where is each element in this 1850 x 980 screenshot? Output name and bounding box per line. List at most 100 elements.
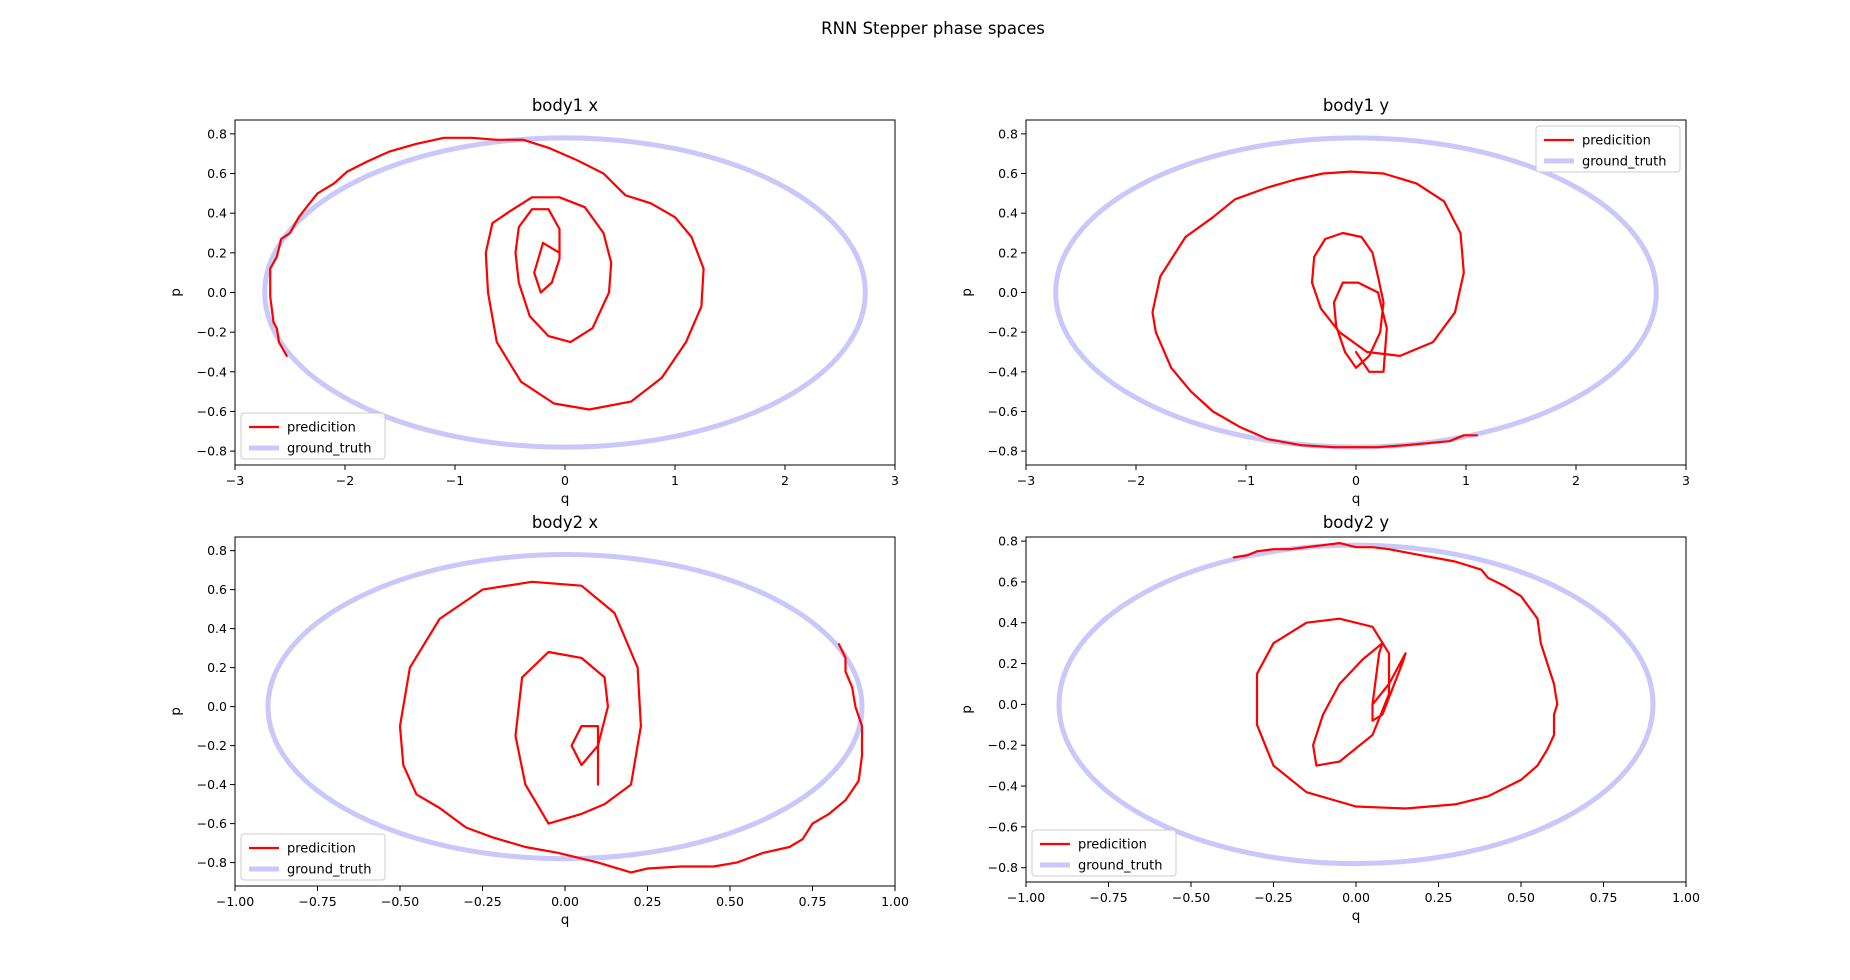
legend-label-ground-truth: ground_truth: [287, 863, 372, 878]
legend-label-ground-truth: ground_truth: [1078, 859, 1163, 874]
y-tick-label: 0.0: [207, 285, 227, 300]
legend: predicition ground_truth: [240, 412, 386, 460]
x-axis-label: q: [1352, 908, 1361, 924]
y-tick-label: −0.8: [197, 444, 227, 459]
y-tick-label: −0.4: [988, 364, 1018, 379]
x-tick-label: 2: [1572, 473, 1580, 488]
x-tick-label: −1.00: [216, 894, 254, 909]
y-tick-label: 0.2: [998, 656, 1018, 671]
plot-area: [1056, 541, 1656, 867]
y-tick-label: −0.2: [197, 325, 227, 340]
x-tick-label: −2: [1127, 473, 1145, 488]
figure-title: RNN Stepper phase spaces: [821, 19, 1045, 38]
y-tick-label: 0.6: [207, 166, 227, 181]
x-tick-label: 0.75: [799, 894, 827, 909]
y-tick-label: 0.8: [998, 534, 1018, 549]
y-tick-label: −0.8: [988, 444, 1018, 459]
subplot-4: −1.00 −0.75 −0.50 −0.25 0.00 0.25 0.50 0.75 1.00…: [959, 513, 1700, 924]
y-tick-label: −0.4: [988, 779, 1018, 794]
legend-label-ground-truth: ground_truth: [287, 442, 372, 457]
x-tick-label: −0.25: [1254, 890, 1292, 905]
y-tick-label: 0.4: [207, 206, 227, 221]
x-tick-label: 1.00: [1672, 890, 1700, 905]
y-tick-label: −0.4: [197, 777, 227, 792]
x-tick-label: −0.50: [1172, 890, 1210, 905]
y-tick-label: 0.8: [998, 126, 1018, 141]
subplot-title: body1 x: [532, 96, 599, 115]
y-axis-label: p: [959, 705, 975, 714]
y-tick-label: 0.2: [207, 245, 227, 260]
subplot-1: −3 −2 −1 0 1 2 3 −0.8 −0.6 −0.4 −0.2 0.0 0.2 0.4 0.6 0.…: [168, 96, 899, 507]
x-tick-label: 0: [561, 473, 569, 488]
legend-label-prediction: predicition: [1582, 134, 1651, 149]
prediction-line: [1151, 170, 1479, 449]
y-tick-label: 0.0: [998, 697, 1018, 712]
x-tick-label: 0.25: [634, 894, 662, 909]
y-tick-label: 0.2: [207, 660, 227, 675]
y-tick-label: 0.4: [998, 615, 1018, 630]
plot-area: [265, 552, 865, 874]
x-axis-label: q: [561, 912, 570, 928]
ground-truth-line: [262, 135, 868, 450]
y-tick-label: −0.8: [988, 860, 1018, 875]
x-tick-label: 1.00: [881, 894, 909, 909]
y-tick-label: −0.6: [197, 404, 227, 419]
prediction-line: [1232, 541, 1559, 810]
y-tick-label: 0.6: [998, 166, 1018, 181]
x-axis-label: q: [561, 491, 570, 507]
y-tick-label: −0.6: [988, 404, 1018, 419]
x-tick-label: −3: [1017, 473, 1035, 488]
subplot-title: body2 y: [1323, 513, 1390, 532]
y-tick-label: −0.4: [197, 364, 227, 379]
legend-label-prediction: predicition: [287, 842, 356, 857]
y-tick-label: 0.4: [207, 621, 227, 636]
y-axis-label: p: [168, 288, 184, 297]
x-axis-label: q: [1352, 491, 1361, 507]
x-tick-label: 0.25: [1425, 890, 1453, 905]
y-tick-label: 0.8: [207, 543, 227, 558]
y-tick-label: −0.8: [197, 855, 227, 870]
prediction-line: [269, 136, 705, 411]
legend-label-ground-truth: ground_truth: [1582, 155, 1667, 170]
x-tick-label: 3: [1682, 473, 1690, 488]
y-tick-label: 0.8: [207, 126, 227, 141]
x-tick-label: 0.75: [1590, 890, 1618, 905]
plot-area: [1053, 135, 1659, 450]
prediction-line: [398, 580, 864, 874]
x-tick-label: −0.75: [1089, 890, 1127, 905]
y-tick-label: 0.0: [998, 285, 1018, 300]
ground-truth-line: [1056, 542, 1656, 867]
y-axis-label: p: [168, 707, 184, 716]
y-tick-label: 0.4: [998, 206, 1018, 221]
y-tick-label: −0.2: [988, 738, 1018, 753]
x-tick-label: −3: [226, 473, 244, 488]
x-tick-label: 0: [1352, 473, 1360, 488]
legend: predicition ground_truth: [240, 833, 386, 881]
y-tick-label: −0.6: [988, 819, 1018, 834]
subplot-3: −1.00 −0.75 −0.50 −0.25 0.00 0.25 0.50 0.75 1.00…: [168, 513, 909, 928]
legend: predicition ground_truth: [1535, 125, 1681, 173]
x-tick-label: −0.50: [381, 894, 419, 909]
y-tick-label: 0.0: [207, 699, 227, 714]
subplot-title: body1 y: [1323, 96, 1390, 115]
subplot-title: body2 x: [532, 513, 599, 532]
y-tick-label: 0.2: [998, 245, 1018, 260]
x-tick-label: 0.00: [1342, 890, 1370, 905]
y-tick-label: 0.6: [207, 582, 227, 597]
x-tick-label: 0.00: [551, 894, 579, 909]
plot-area: [262, 135, 868, 450]
x-tick-label: −2: [336, 473, 354, 488]
subplot-grid: −3 −2 −1 0 1 2 3 −0.8 −0.6 −0.4 −0.2 0.0 0.2 0.4 0.6 0.…: [168, 96, 1700, 928]
y-tick-label: −0.6: [197, 816, 227, 831]
x-tick-label: −1: [1237, 473, 1255, 488]
x-tick-label: −0.75: [298, 894, 336, 909]
legend-label-prediction: predicition: [287, 421, 356, 436]
x-tick-label: 0.50: [1507, 890, 1535, 905]
x-tick-label: 3: [891, 473, 899, 488]
y-tick-label: 0.6: [998, 574, 1018, 589]
y-axis-label: p: [959, 288, 975, 297]
x-tick-label: −1.00: [1007, 890, 1045, 905]
subplot-2: −3 −2 −1 0 1 2 3 −0.8 −0.6 −0.4 −0.2 0.0 0.2 0.4 0.6 0.…: [959, 96, 1690, 507]
x-tick-label: 0.50: [716, 894, 744, 909]
